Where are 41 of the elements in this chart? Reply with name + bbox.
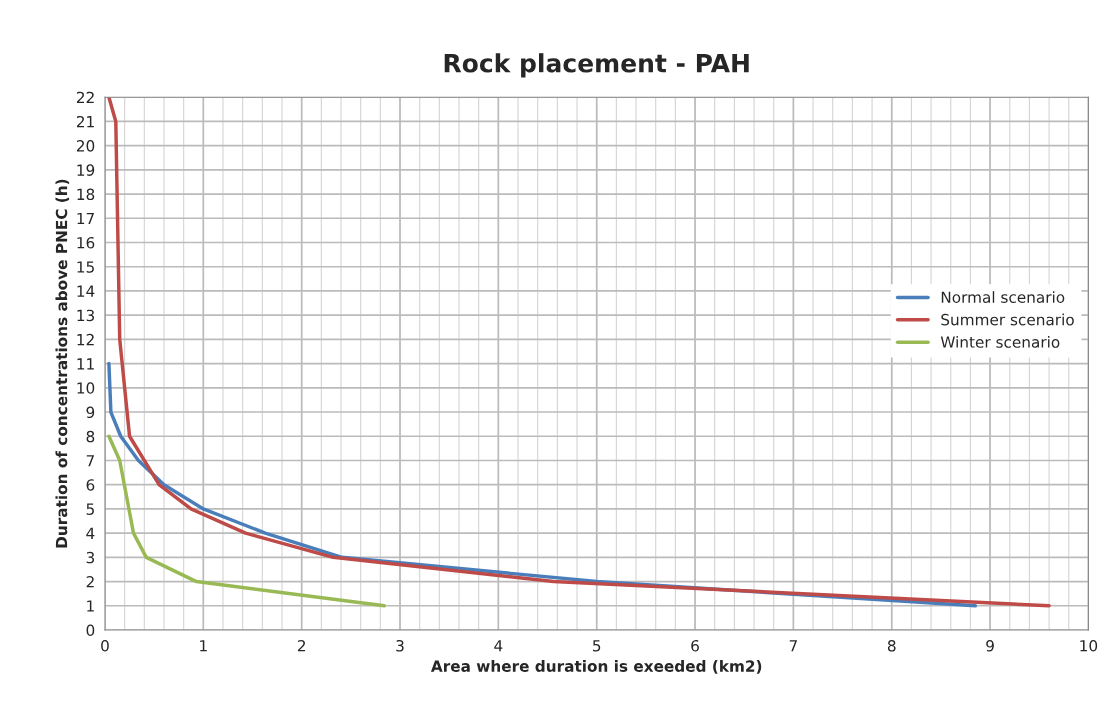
x-tick-label: 9 — [986, 639, 994, 652]
line-series — [107, 434, 387, 608]
x-tick-label: 2 — [297, 639, 305, 652]
y-tick-label: 17 — [77, 212, 94, 225]
y-tick-label: 18 — [77, 188, 95, 201]
x-tick-label: 7 — [789, 640, 797, 652]
y-tick-label: 4 — [86, 527, 95, 539]
x-tick-label: 5 — [593, 640, 601, 652]
y-tick-label: 20 — [76, 140, 95, 152]
legend-label: Normal scenario — [941, 291, 1065, 303]
y-tick-label: 7 — [86, 455, 94, 467]
y-tick-label: 3 — [86, 551, 95, 564]
y-tick-label: 10 — [77, 382, 95, 394]
y-tick-label: 21 — [76, 115, 94, 128]
y-tick-label: 5 — [86, 503, 94, 515]
y-tick-label: 0 — [86, 624, 95, 637]
y-tick-label: 14 — [77, 285, 95, 297]
legend-label: Winter scenario — [940, 336, 1060, 348]
x-tick-label: 4 — [494, 640, 503, 652]
y-tick-label: 2 — [86, 576, 94, 588]
y-tick-label: 13 — [77, 309, 95, 322]
x-tick-label: 6 — [691, 639, 699, 652]
y-tick-label: 12 — [77, 333, 94, 346]
x-tick-label: 3 — [396, 639, 404, 652]
y-tick-label: 8 — [86, 430, 95, 443]
x-axis-title: Area where duration is exeeded (km2) — [430, 660, 762, 674]
y-axis-title: Duration of concentrations above PNEC (h) — [55, 179, 70, 548]
y-tick-label: 15 — [77, 261, 94, 273]
y-tick-label: 22 — [76, 91, 94, 103]
x-tick-label: 8 — [887, 639, 896, 652]
y-tick-label: 11 — [77, 358, 94, 370]
y-tick-label: 9 — [86, 406, 95, 419]
y-tick-label: 6 — [86, 479, 95, 491]
x-tick-label: 10 — [1080, 639, 1098, 652]
x-tick-label: 0 — [101, 639, 109, 652]
y-tick-label: 16 — [77, 236, 95, 249]
x-tick-label: 1 — [200, 640, 207, 652]
legend-label: Summer scenario — [941, 313, 1074, 326]
y-tick-label: 19 — [77, 164, 95, 176]
chart-title: Rock placement - PAH — [444, 53, 749, 78]
y-tick-label: 1 — [87, 600, 94, 612]
